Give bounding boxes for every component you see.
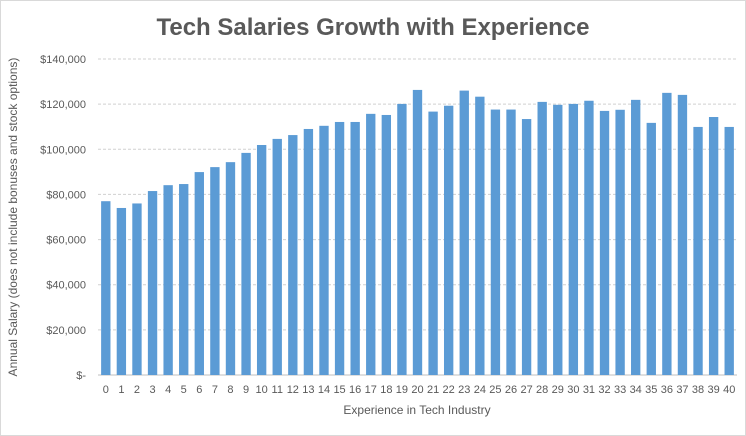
x-tick-label: 3	[149, 384, 155, 396]
bar-20	[412, 89, 423, 376]
bar-21	[428, 111, 438, 375]
x-tick-label: 38	[692, 384, 704, 396]
bar-35	[646, 122, 656, 376]
bar-18	[381, 114, 392, 375]
x-tick-label: 13	[302, 384, 314, 396]
x-tick-label: 4	[165, 384, 171, 396]
x-tick-label: 16	[349, 384, 361, 396]
chart-title: Tech Salaries Growth with Experience	[156, 14, 589, 41]
x-tick-label: 33	[614, 384, 626, 396]
x-tick-label: 18	[380, 384, 392, 396]
y-tick-label: $80,000	[46, 189, 86, 201]
bar-3	[147, 191, 158, 375]
bar-24	[475, 96, 485, 376]
x-tick-label: 10	[256, 384, 268, 396]
x-tick-label: 36	[661, 384, 673, 396]
y-tick-label: $-	[76, 370, 86, 382]
x-tick-label: 2	[134, 384, 140, 396]
bar-40	[724, 126, 734, 375]
x-tick-label: 28	[536, 384, 548, 396]
bar-8	[225, 162, 236, 375]
bar-26	[506, 109, 516, 375]
x-tick-label: 0	[103, 384, 109, 396]
bar-30	[568, 103, 579, 375]
x-tick-label: 19	[396, 384, 408, 396]
x-tick-label: 35	[645, 384, 657, 396]
bar-37	[677, 94, 688, 375]
bar-29	[553, 104, 563, 375]
x-tick-label: 1	[118, 384, 124, 396]
x-tick-label: 21	[427, 384, 439, 396]
x-tick-label: 17	[365, 384, 377, 396]
bar-33	[615, 109, 625, 376]
y-tick-label: $120,000	[40, 99, 86, 111]
bar-9	[241, 152, 251, 375]
x-tick-label: 34	[630, 384, 642, 396]
x-tick-label: 14	[318, 384, 330, 396]
bar-17	[366, 113, 376, 375]
y-tick-label: $20,000	[46, 325, 86, 337]
x-tick-label: 15	[333, 384, 345, 396]
bar-6	[194, 172, 204, 375]
bar-38	[693, 126, 703, 375]
bar-1	[116, 207, 127, 375]
y-tick-label: $60,000	[46, 235, 86, 247]
x-tick-label: 37	[676, 384, 688, 396]
x-tick-label: 5	[181, 384, 187, 396]
bar-23	[459, 90, 469, 375]
y-tick-label: $40,000	[46, 280, 86, 292]
x-tick-label: 31	[583, 384, 595, 396]
x-tick-label: 8	[227, 384, 233, 396]
bar-12	[288, 135, 298, 375]
x-axis-label: Experience in Tech Industry	[343, 403, 490, 417]
x-tick-label: 27	[520, 384, 532, 396]
x-tick-label: 24	[474, 384, 486, 396]
y-tick-label: $140,000	[40, 54, 86, 66]
bar-28	[537, 101, 547, 375]
bar-11	[272, 138, 282, 375]
x-tick-label: 11	[272, 384, 283, 396]
bar-4	[163, 185, 173, 375]
bar-34	[631, 99, 641, 376]
x-tick-label: 32	[598, 384, 610, 396]
bar-19	[397, 103, 407, 375]
bar-39	[708, 117, 719, 375]
bar-22	[443, 105, 454, 376]
bar-10	[256, 144, 267, 375]
x-tick-label: 6	[196, 384, 202, 396]
bar-32	[599, 110, 610, 376]
y-tick-label: $100,000	[40, 144, 86, 156]
bar-14	[319, 125, 329, 375]
x-tick-label: 29	[552, 384, 564, 396]
bar-25	[490, 109, 501, 375]
x-tick-label: 39	[707, 384, 719, 396]
x-tick-label: 30	[567, 384, 579, 396]
bar-27	[521, 119, 532, 375]
bar-7	[210, 167, 220, 375]
y-axis-label: Annual Salary (does not include bonuses …	[6, 58, 20, 377]
bar-16	[350, 121, 360, 375]
x-tick-label: 7	[212, 384, 218, 396]
x-tick-label: 26	[505, 384, 517, 396]
x-tick-label: 12	[287, 384, 299, 396]
x-tick-label: 23	[458, 384, 470, 396]
x-tick-label: 9	[243, 384, 249, 396]
bar-13	[303, 128, 314, 375]
bar-31	[584, 100, 594, 375]
bar-2	[132, 203, 142, 375]
bar-15	[334, 121, 345, 375]
bar-0	[101, 201, 111, 375]
x-tick-label: 22	[443, 384, 455, 396]
bar-36	[662, 92, 672, 375]
x-tick-label: 40	[723, 384, 735, 396]
x-tick-label: 25	[489, 384, 501, 396]
x-tick-label: 20	[411, 384, 423, 396]
bar-5	[179, 184, 189, 375]
